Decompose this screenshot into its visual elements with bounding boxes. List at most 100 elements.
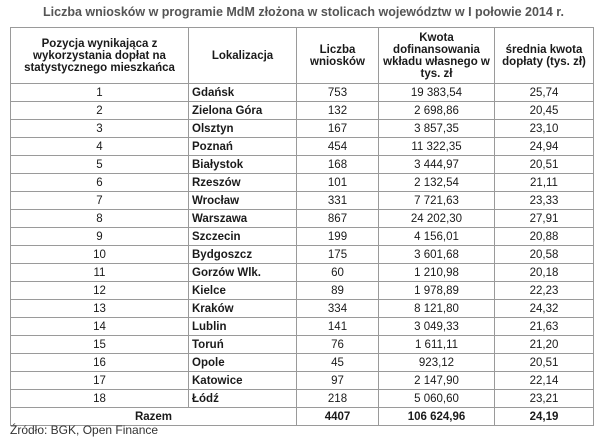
cell-count: 454 [296,137,379,156]
cell-dofinancing: 8 121,80 [378,299,495,318]
table-row: 10 Bydgoszcz 175 3 601,68 20,58 [10,245,594,264]
header-row: Pozycja wynikająca z wykorzystania dopła… [10,27,594,84]
cell-position: 2 [10,101,189,120]
cell-average: 21,20 [494,335,594,354]
cell-position: 1 [10,83,189,102]
total-row: Razem 4407 106 624,96 24,19 [10,407,594,426]
cell-count: 132 [296,101,379,120]
cell-average: 20,51 [494,353,594,372]
cell-position: 11 [10,263,189,282]
cell-count: 867 [296,209,379,228]
cell-average: 24,32 [494,299,594,318]
cell-location: Kraków [188,299,297,318]
cell-dofinancing: 2 132,54 [378,173,495,192]
cell-position: 15 [10,335,189,354]
cell-count: 753 [296,83,379,102]
table-row: 5 Białystok 168 3 444,97 20,51 [10,155,594,174]
cell-position: 3 [10,119,189,138]
table-row: 4 Poznań 454 11 322,35 24,94 [10,137,594,156]
cell-dofinancing: 7 721,63 [378,191,495,210]
total-label: Razem [10,407,297,426]
total-count: 4407 [296,407,379,426]
cell-dofinancing: 3 049,33 [378,317,495,336]
cell-position: 13 [10,299,189,318]
cell-position: 5 [10,155,189,174]
cell-dofinancing: 3 444,97 [378,155,495,174]
cell-location: Łódź [188,389,297,408]
cell-average: 25,74 [494,83,594,102]
table-row: 3 Olsztyn 167 3 857,35 23,10 [10,119,594,138]
cell-average: 20,58 [494,245,594,264]
cell-position: 6 [10,173,189,192]
cell-count: 168 [296,155,379,174]
table-row: 13 Kraków 334 8 121,80 24,32 [10,299,594,318]
header-position: Pozycja wynikająca z wykorzystania dopła… [10,27,189,84]
cell-average: 22,14 [494,371,594,390]
cell-location: Lublin [188,317,297,336]
cell-dofinancing: 2 147,90 [378,371,495,390]
cell-dofinancing: 2 698,86 [378,101,495,120]
cell-location: Warszawa [188,209,297,228]
cell-count: 101 [296,173,379,192]
cell-dofinancing: 3 857,35 [378,119,495,138]
cell-position: 9 [10,227,189,246]
cell-dofinancing: 3 601,68 [378,245,495,264]
cell-count: 334 [296,299,379,318]
total-dofinancing: 106 624,96 [378,407,495,426]
cell-position: 10 [10,245,189,264]
cell-average: 23,33 [494,191,594,210]
table-row: 17 Katowice 97 2 147,90 22,14 [10,371,594,390]
cell-location: Bydgoszcz [188,245,297,264]
cell-location: Gdańsk [188,83,297,102]
total-average: 24,19 [494,407,594,426]
table-row: 14 Lublin 141 3 049,33 21,63 [10,317,594,336]
table-row: 2 Zielona Góra 132 2 698,86 20,45 [10,101,594,120]
cell-position: 14 [10,317,189,336]
cell-position: 16 [10,353,189,372]
cell-count: 60 [296,263,379,282]
table-row: 15 Toruń 76 1 611,11 21,20 [10,335,594,354]
cell-dofinancing: 1 978,89 [378,281,495,300]
applications-table: Pozycja wynikająca z wykorzystania dopła… [10,27,594,426]
table-row: 18 Łódź 218 5 060,60 23,21 [10,389,594,408]
table-row: 6 Rzeszów 101 2 132,54 21,11 [10,173,594,192]
cell-dofinancing: 24 202,30 [378,209,495,228]
cell-average: 20,88 [494,227,594,246]
cell-count: 76 [296,335,379,354]
cell-average: 20,51 [494,155,594,174]
cell-dofinancing: 923,12 [378,353,495,372]
table-title: Liczba wniosków w programie MdM złożona … [43,5,564,19]
header-count: Liczba wniosków [296,27,379,84]
cell-dofinancing: 1 210,98 [378,263,495,282]
cell-location: Poznań [188,137,297,156]
cell-average: 22,23 [494,281,594,300]
cell-average: 27,91 [494,209,594,228]
cell-count: 167 [296,119,379,138]
cell-count: 89 [296,281,379,300]
cell-location: Kielce [188,281,297,300]
table-row: 9 Szczecin 199 4 156,01 20,88 [10,227,594,246]
cell-location: Białystok [188,155,297,174]
cell-average: 24,94 [494,137,594,156]
cell-location: Szczecin [188,227,297,246]
table-row: 1 Gdańsk 753 19 383,54 25,74 [10,83,594,102]
cell-position: 17 [10,371,189,390]
cell-location: Wrocław [188,191,297,210]
cell-location: Katowice [188,371,297,390]
cell-count: 218 [296,389,379,408]
cell-average: 23,21 [494,389,594,408]
cell-position: 7 [10,191,189,210]
cell-count: 97 [296,371,379,390]
cell-average: 20,18 [494,263,594,282]
cell-dofinancing: 11 322,35 [378,137,495,156]
cell-position: 12 [10,281,189,300]
cell-location: Opole [188,353,297,372]
cell-dofinancing: 19 383,54 [378,83,495,102]
cell-position: 18 [10,389,189,408]
cell-position: 8 [10,209,189,228]
cell-dofinancing: 5 060,60 [378,389,495,408]
cell-position: 4 [10,137,189,156]
header-average: średnia kwota dopłaty (tys. zł) [494,27,594,84]
cell-average: 21,63 [494,317,594,336]
cell-count: 141 [296,317,379,336]
